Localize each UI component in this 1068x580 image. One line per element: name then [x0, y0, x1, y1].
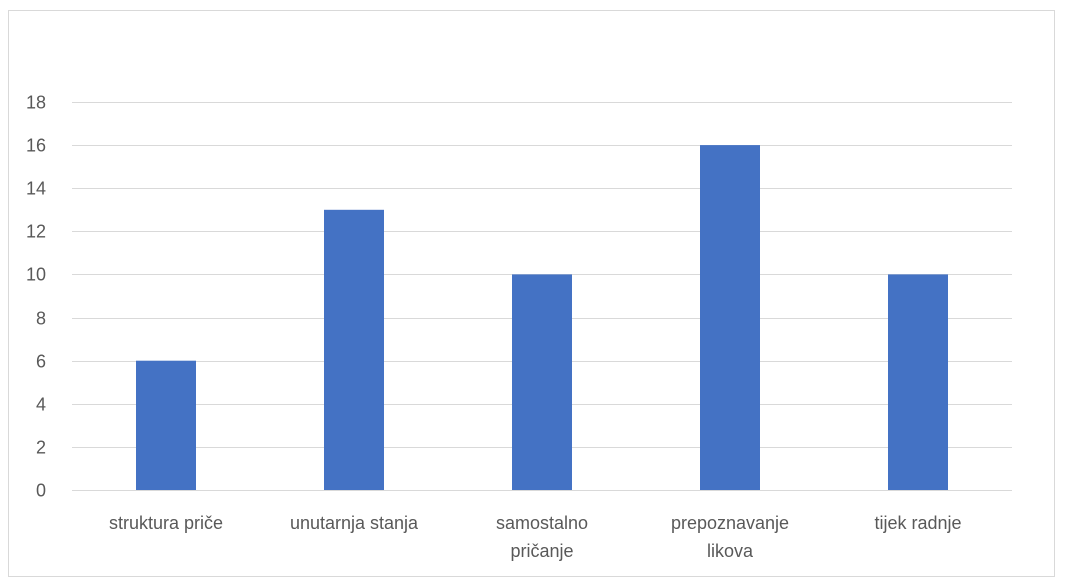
x-category-label: struktura priče	[109, 513, 223, 533]
y-tick-label: 18	[26, 93, 46, 113]
y-tick-label: 6	[36, 352, 46, 372]
y-tick-label: 4	[36, 395, 46, 415]
y-tick-label: 8	[36, 309, 46, 329]
bar-1	[324, 209, 384, 491]
y-tick-label: 0	[36, 481, 46, 501]
x-axis-labels: struktura priče unutarnja stanja samostaln…	[109, 513, 962, 561]
y-tick-label: 14	[26, 179, 46, 199]
y-tick-label: 16	[26, 136, 46, 156]
bar-3	[700, 145, 760, 490]
gridlines	[72, 102, 1012, 491]
bar-2	[512, 274, 572, 490]
y-tick-label: 10	[26, 265, 46, 285]
x-category-label: samostalno pričanje	[496, 513, 588, 561]
y-tick-label: 12	[26, 222, 46, 242]
bar-4	[888, 274, 948, 490]
y-axis-ticks: 0 2 4 6 8 10 12 14 16 18	[26, 93, 46, 501]
bars	[136, 145, 948, 491]
x-category-label: unutarnja stanja	[290, 513, 419, 533]
x-category-label: tijek radnje	[874, 513, 961, 533]
bar-0	[136, 360, 196, 490]
y-tick-label: 2	[36, 438, 46, 458]
x-category-label: prepoznavanje likova	[671, 513, 789, 561]
